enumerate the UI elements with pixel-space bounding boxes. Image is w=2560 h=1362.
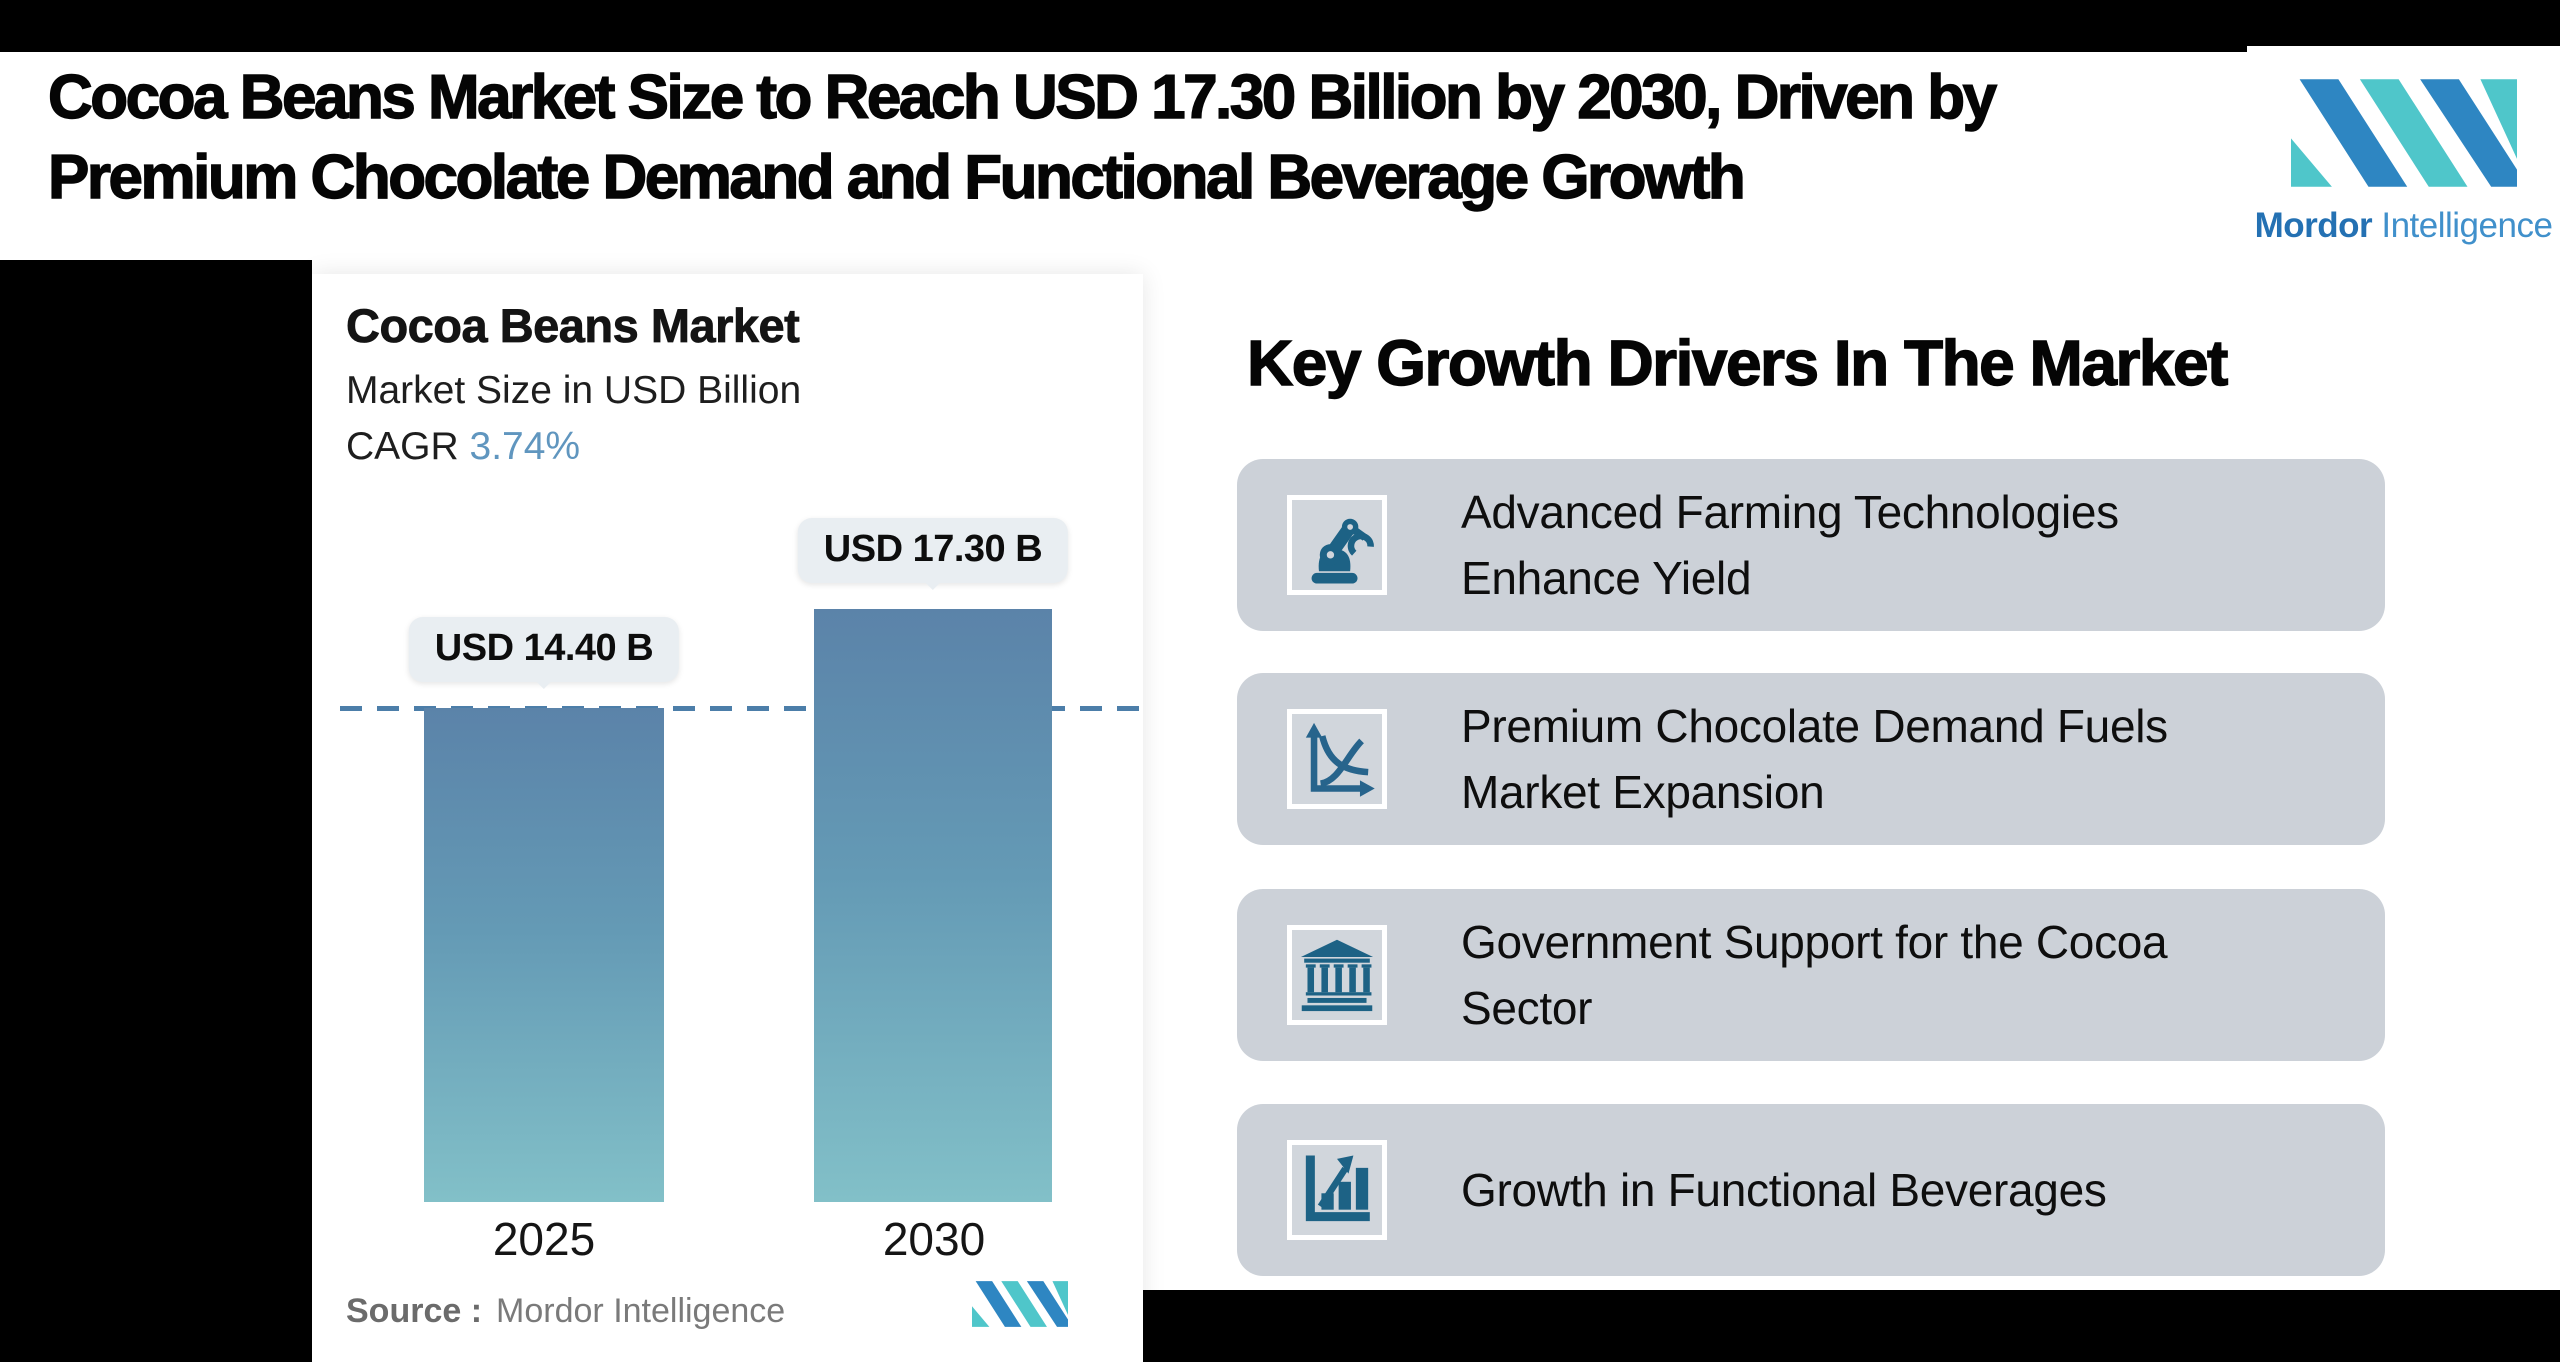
driver-text-line1: Premium Chocolate Demand Fuels: [1461, 700, 2168, 752]
mordor-intelligence-logo-icon: [2290, 79, 2517, 187]
icon-box: [1287, 495, 1387, 595]
cagr-label: CAGR: [346, 425, 459, 468]
icon-box: [1287, 709, 1387, 809]
chart-cagr: CAGR 3.74%: [346, 425, 801, 469]
driver-text-line1: Government Support for the Cocoa: [1461, 916, 2168, 968]
bar-2030: [814, 609, 1052, 1202]
icon-box: [1287, 1140, 1387, 1240]
driver-card-text: Advanced Farming Technologies Enhance Yi…: [1461, 479, 2119, 611]
cagr-value: 3.74%: [469, 425, 581, 468]
market-chart-card: Cocoa Beans Market Market Size in USD Bi…: [312, 274, 1143, 1362]
brand-name-bold: Mordor: [2254, 206, 2373, 245]
driver-text-line1: Advanced Farming Technologies: [1461, 486, 2119, 538]
icon-box: [1287, 925, 1387, 1025]
x-axis-label-2025: 2025: [492, 1213, 596, 1265]
mordor-mini-logo-icon: [972, 1281, 1068, 1327]
government-building-icon: [1300, 939, 1374, 1012]
driver-card-farming-tech: Advanced Farming Technologies Enhance Yi…: [1237, 459, 2385, 631]
chart-subtitle: Market Size in USD Billion: [346, 369, 802, 412]
driver-card-text: Government Support for the Cocoa Sector: [1461, 909, 2168, 1041]
driver-text-line2: Sector: [1461, 982, 1593, 1034]
driver-card-government-support: Government Support for the Cocoa Sector: [1237, 889, 2385, 1061]
source-label: Source :: [346, 1292, 483, 1330]
robot-arm-icon: [1311, 518, 1374, 584]
driver-text-line2: Market Expansion: [1461, 766, 1825, 818]
bar-value-badge-2030: USD 17.30 B: [797, 518, 1069, 583]
supply-demand-chart-icon: [1305, 722, 1375, 797]
drivers-section-heading: Key Growth Drivers In The Market: [1246, 326, 2229, 399]
headline-background-band: [0, 52, 2560, 260]
x-axis-labels: 2025 2030: [312, 1212, 1143, 1272]
brand-name-regular: Intelligence: [2381, 206, 2553, 245]
driver-card-text: Premium Chocolate Demand Fuels Market Ex…: [1461, 693, 2168, 825]
brand-logo-box: Mordor Intelligence: [2247, 46, 2560, 305]
bar-2025: [424, 708, 664, 1202]
driver-card-premium-chocolate: Premium Chocolate Demand Fuels Market Ex…: [1237, 673, 2385, 845]
brand-wordmark: Mordor Intelligence: [2255, 206, 2553, 246]
driver-card-functional-beverages: Growth in Functional Beverages: [1237, 1104, 2385, 1276]
bar-value-badge-2025: USD 14.40 B: [408, 617, 680, 682]
driver-text-line2: Enhance Yield: [1461, 552, 1752, 604]
page-title-line2: Premium Chocolate Demand and Functional …: [47, 142, 1746, 212]
reference-dashed-line: [340, 706, 1140, 711]
source-line: Source : Mordor Intelligence: [346, 1292, 785, 1331]
driver-card-text: Growth in Functional Beverages: [1461, 1157, 2107, 1223]
page-title-line1: Cocoa Beans Market Size to Reach USD 17.…: [47, 62, 1998, 132]
source-value: Mordor Intelligence: [496, 1292, 786, 1330]
chart-title: Cocoa Beans Market: [346, 299, 801, 353]
driver-text-line1: Growth in Functional Beverages: [1461, 1164, 2107, 1216]
page-title: Cocoa Beans Market Size to Reach USD 17.…: [47, 58, 2248, 218]
growth-bar-chart-icon: [1305, 1155, 1370, 1222]
x-axis-label-2030: 2030: [882, 1213, 986, 1265]
bar-chart-plot: USD 14.40 B USD 17.30 B: [312, 274, 1143, 1202]
chart-header: Cocoa Beans Market Market Size in USD Bi…: [346, 298, 802, 469]
